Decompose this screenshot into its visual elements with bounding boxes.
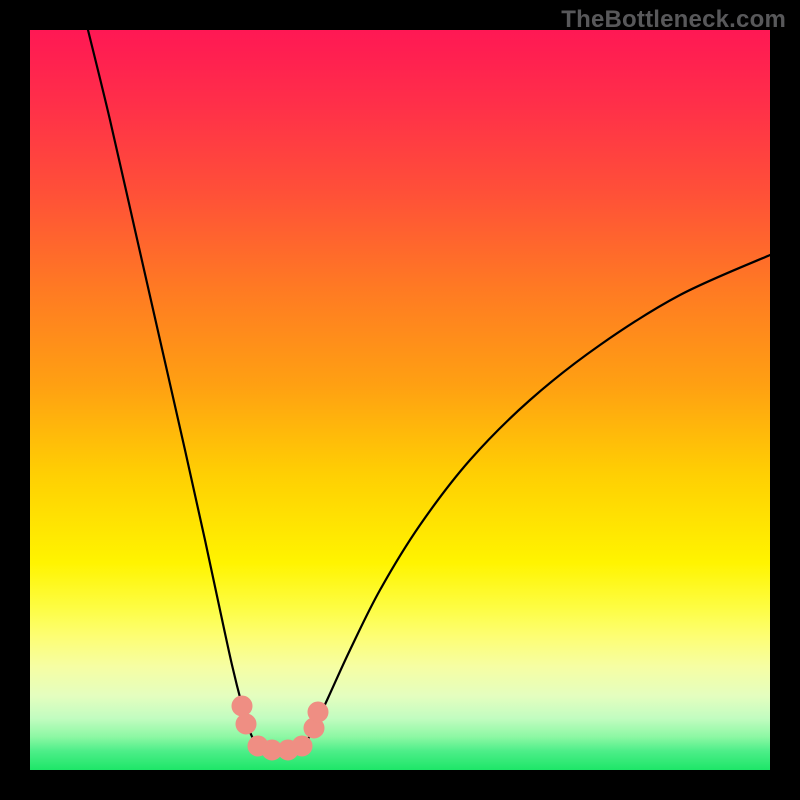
marker-point	[236, 714, 256, 734]
chart-svg	[30, 30, 770, 770]
chart-frame: TheBottleneck.com	[0, 0, 800, 800]
marker-point	[232, 696, 252, 716]
marker-point	[292, 736, 312, 756]
gradient-background	[30, 30, 770, 770]
marker-point	[308, 702, 328, 722]
plot-area	[30, 30, 770, 770]
watermark-text: TheBottleneck.com	[561, 6, 786, 34]
